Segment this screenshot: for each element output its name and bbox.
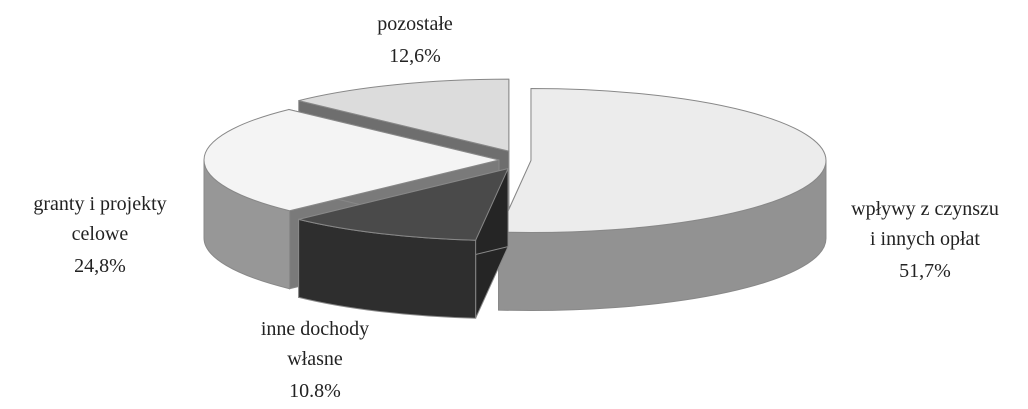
label-line: wpływy z czynszu (851, 198, 999, 220)
value-label: 51,7% (899, 260, 951, 282)
label-line: granty i projekty (33, 193, 166, 215)
slice-top (497, 88, 827, 234)
slice-label: pozostałe (377, 13, 453, 35)
value-label: 24,8% (74, 255, 126, 277)
label-line: własne (287, 348, 343, 370)
slice-top (298, 78, 510, 152)
slice-top (203, 108, 500, 212)
slice-label: granty i projekty celowe (33, 193, 166, 245)
label-line: pozostałe (377, 13, 453, 35)
value-label: 12,6% (389, 45, 441, 67)
slice-top (298, 167, 509, 241)
label-line: i innych opłat (870, 228, 980, 250)
slice-label: wpływy z czynszu i innych opłat (851, 198, 999, 250)
value-label: 10.8% (289, 380, 341, 402)
slice-label: inne dochody własne (261, 318, 369, 370)
label-line: inne dochody (261, 318, 369, 340)
label-line: celowe (72, 223, 129, 245)
